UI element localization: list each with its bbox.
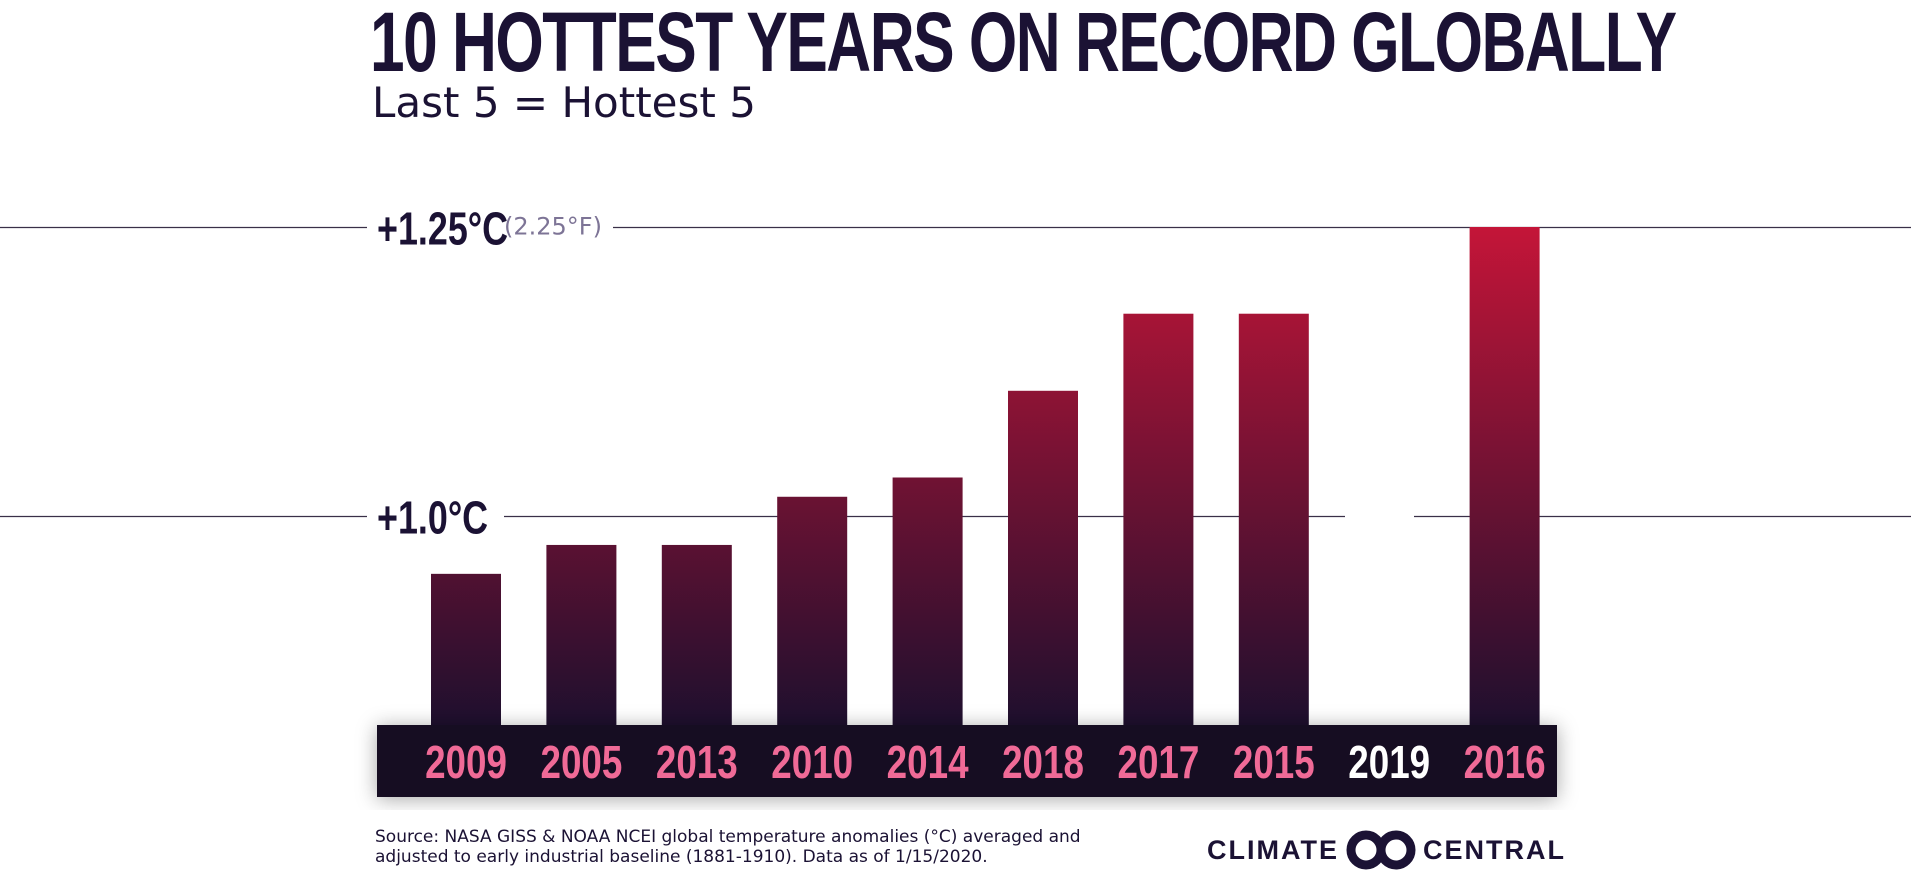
year-label-band [377,725,1557,797]
bar-layer [431,227,1540,728]
year-label-layer: 2009 2005 2013 2010 2014 2018 2017 2015 2019 2016 [425,736,1545,788]
year-label-2018: 2018 [1002,736,1084,788]
year-label-2010: 2010 [771,736,853,788]
bar-2013 [661,544,732,728]
gridline-layer: +1.25°C(2.25°F) +1.0°C [0,203,1911,544]
year-label-2019: 2019 [1348,736,1430,788]
year-label-2013: 2013 [656,736,738,788]
year-label-2005: 2005 [540,736,622,788]
bar-2014 [892,477,963,728]
bar-2015 [1238,313,1309,728]
gridline-label: +1.0°C [377,492,488,543]
year-label-2017: 2017 [1117,736,1199,788]
source-note: Source: NASA GISS & NOAA NCEI global tem… [375,827,1081,867]
bar-2018 [1008,390,1078,728]
climate-central-logo: CLIMATE CENTRAL [1207,827,1566,873]
year-label-2015: 2015 [1233,736,1315,788]
bar-2016 [1469,227,1540,728]
bar-chart: +1.25°C(2.25°F)+1.0°C 2009 2005 2013 2010 20… [0,203,1911,797]
bar-2010 [777,496,848,728]
gridline-label: +1.25°C [377,203,508,254]
year-label-2016: 2016 [1464,736,1546,788]
chart-subtitle: Last 5 = Hottest 5 [372,78,756,127]
gridline-secondary-label: (2.25°F) [504,213,602,241]
year-label-2009: 2009 [425,736,507,788]
bar-2005 [546,544,617,728]
bar-2017 [1123,313,1194,728]
chart-title: 10 HOTTEST YEARS ON RECORD GLOBALLY [370,0,1677,89]
logo-word-right: CENTRAL [1422,834,1566,865]
year-label-2014: 2014 [887,736,969,788]
bar-2009 [431,573,501,728]
logo-word-left: CLIMATE [1207,834,1339,865]
logo-rings-icon [1346,830,1416,870]
